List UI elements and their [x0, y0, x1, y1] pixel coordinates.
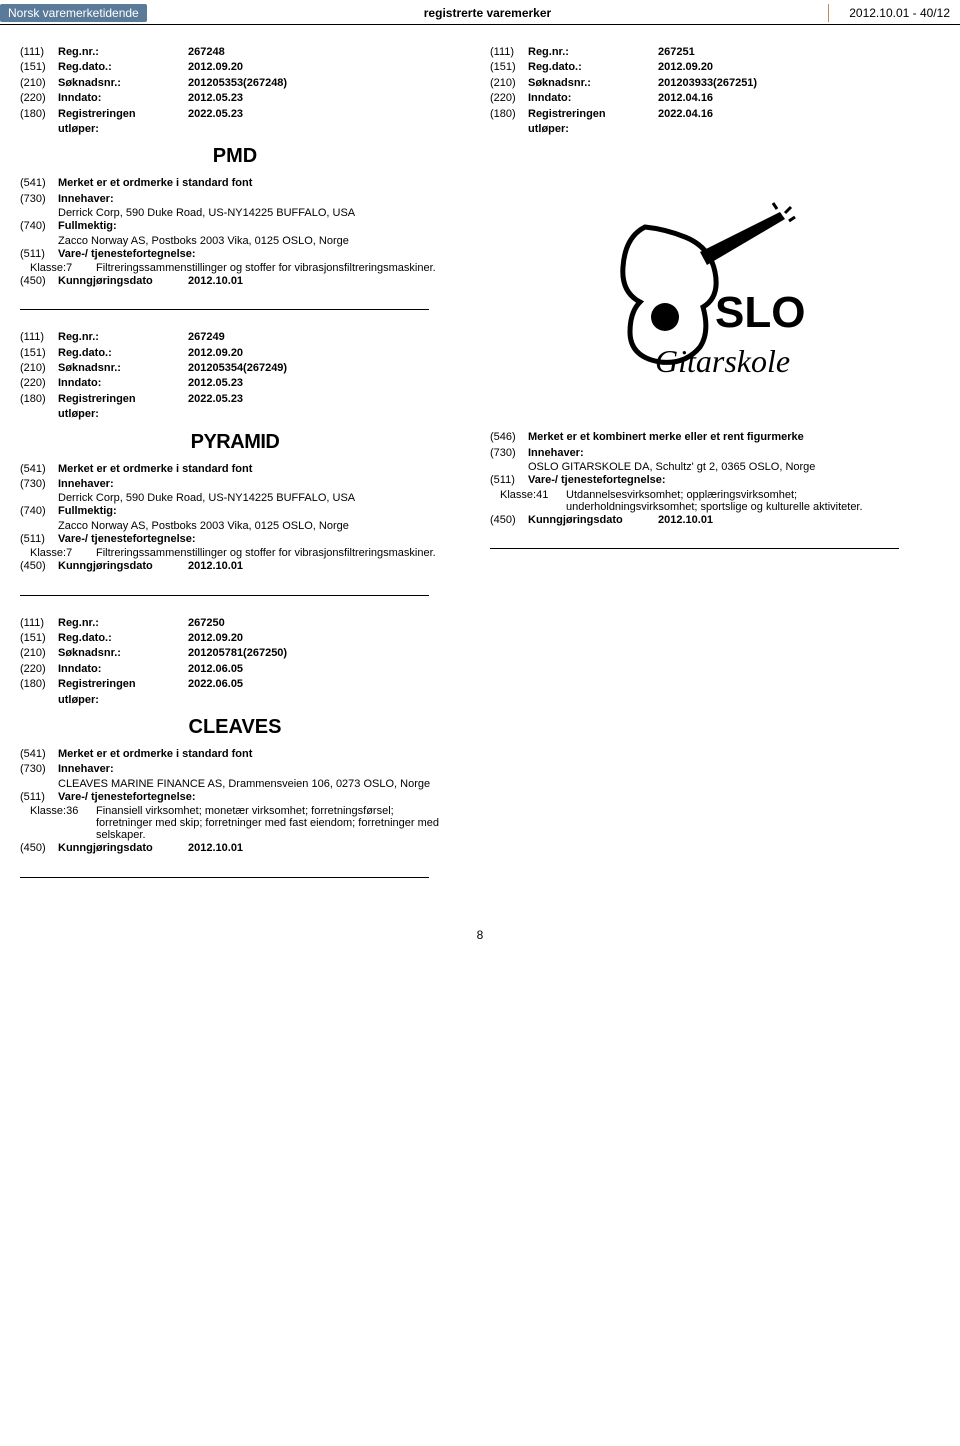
- reg-nr: 267251: [658, 45, 695, 60]
- soknadsnr: 201205781(267250): [188, 646, 287, 661]
- brand-name: PMD: [20, 145, 450, 168]
- klasse-text: Utdannelsesvirksomhet; opplæringsvirksom…: [566, 489, 920, 513]
- guitar-logo-icon: SLO Gitarskole: [585, 197, 825, 397]
- reg-nr: 267248: [188, 45, 225, 60]
- klasse-text: Filtreringssammenstillinger og stoffer f…: [96, 547, 450, 559]
- reg-dato: 2012.09.20: [188, 346, 243, 361]
- trademark-logo: SLO Gitarskole: [490, 197, 920, 400]
- content-area: (111)Reg.nr.:267248 (151)Reg.dato.:2012.…: [0, 25, 960, 918]
- brand-name: CLEAVES: [20, 716, 450, 739]
- kunngjoringsdato: 2012.10.01: [188, 841, 243, 856]
- entry-divider: [20, 595, 429, 596]
- right-column: (111)Reg.nr.:267251 (151)Reg.dato.:2012.…: [490, 45, 920, 898]
- reg-nr: 267250: [188, 616, 225, 631]
- brand-name: PYRAMID: [20, 431, 450, 454]
- header-issue-date: 2012.10.01 - 40/12: [849, 4, 950, 20]
- entry-divider: [20, 309, 429, 310]
- header-divider: [828, 4, 829, 22]
- entry-divider: [490, 548, 899, 549]
- registreringen: 2022.04.16: [658, 107, 713, 122]
- registreringen: 2022.06.05: [188, 677, 243, 692]
- kunngjoringsdato: 2012.10.01: [188, 274, 243, 289]
- header-bar: Norsk varemerketidende registrerte varem…: [0, 0, 960, 25]
- kunngjoringsdato: 2012.10.01: [188, 559, 243, 574]
- soknadsnr: 201203933(267251): [658, 76, 757, 91]
- soknadsnr: 201205353(267248): [188, 76, 287, 91]
- innehaver-text: Derrick Corp, 590 Duke Road, US-NY14225 …: [20, 492, 450, 504]
- innehaver-text: OSLO GITARSKOLE DA, Schultz' gt 2, 0365 …: [490, 461, 920, 473]
- svg-text:Gitarskole: Gitarskole: [655, 343, 790, 379]
- innehaver-text: Derrick Corp, 590 Duke Road, US-NY14225 …: [20, 207, 450, 219]
- reg-dato: 2012.09.20: [658, 60, 713, 75]
- reg-dato: 2012.09.20: [188, 631, 243, 646]
- trademark-entry: (111)Reg.nr.:267248 (151)Reg.dato.:2012.…: [20, 45, 450, 289]
- reg-nr: 267249: [188, 330, 225, 345]
- trademark-entry: (111)Reg.nr.:267250 (151)Reg.dato.:2012.…: [20, 616, 450, 857]
- inndato: 2012.06.05: [188, 662, 243, 677]
- reg-dato: 2012.09.20: [188, 60, 243, 75]
- trademark-entry: (111)Reg.nr.:267249 (151)Reg.dato.:2012.…: [20, 330, 450, 574]
- klasse-text: Filtreringssammenstillinger og stoffer f…: [96, 262, 450, 274]
- soknadsnr: 201205354(267249): [188, 361, 287, 376]
- fullmektig-text: Zacco Norway AS, Postboks 2003 Vika, 012…: [20, 235, 450, 247]
- klasse-text: Finansiell virksomhet; monetær virksomhe…: [96, 805, 450, 841]
- kunngjoringsdato: 2012.10.01: [658, 513, 713, 528]
- innehaver-text: CLEAVES MARINE FINANCE AS, Drammensveien…: [20, 778, 450, 790]
- header-center-title: registrerte varemerker: [167, 4, 809, 20]
- svg-text:SLO: SLO: [715, 288, 805, 337]
- entry-divider: [20, 877, 429, 878]
- left-column: (111)Reg.nr.:267248 (151)Reg.dato.:2012.…: [20, 45, 450, 898]
- registreringen: 2022.05.23: [188, 107, 243, 122]
- inndato: 2012.05.23: [188, 91, 243, 106]
- page-number: 8: [0, 918, 960, 952]
- fullmektig-text: Zacco Norway AS, Postboks 2003 Vika, 012…: [20, 520, 450, 532]
- header-left-title: Norsk varemerketidende: [0, 4, 147, 22]
- inndato: 2012.05.23: [188, 376, 243, 391]
- trademark-entry: (111)Reg.nr.:267251 (151)Reg.dato.:2012.…: [490, 45, 920, 528]
- inndato: 2012.04.16: [658, 91, 713, 106]
- registreringen: 2022.05.23: [188, 392, 243, 407]
